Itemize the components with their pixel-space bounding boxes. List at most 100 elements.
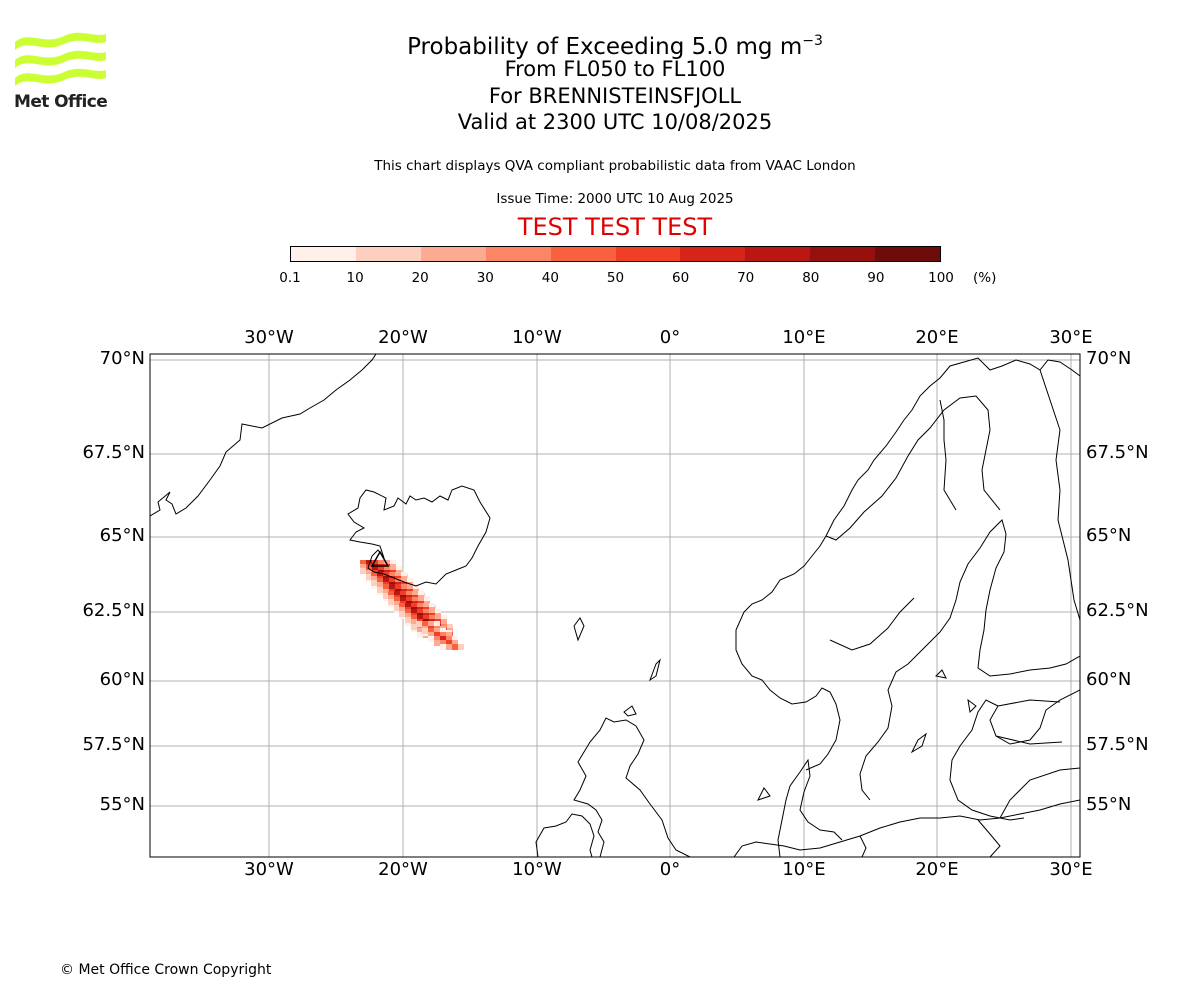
plume-cell [435,615,441,621]
plume-cell [411,603,417,609]
disclaimer-text: This chart displays QVA compliant probab… [374,158,856,174]
colorbar-tick-label: 30 [476,270,494,286]
plume-cell [406,597,412,603]
plume-cell [447,624,453,630]
colorbar-tick-label: 0.1 [279,270,301,286]
axis-tick-label: 10°E [782,859,826,880]
plume-cell [412,591,418,597]
axis-tick-label: 30°E [1049,859,1093,880]
colorbar-tick-label: 10 [346,270,364,286]
plume-cell [424,597,430,603]
plume-cell [366,560,372,566]
axis-tick-label: 60°N [1086,669,1132,690]
plume-cell [360,560,366,566]
colorbar-tick-label: 90 [867,270,885,286]
test-banner: TEST TEST TEST [517,213,713,241]
axis-tick-label: 55°N [99,794,145,815]
norway-sweden-border [825,395,1001,541]
plume-cell [371,576,377,582]
plume-cell [452,636,458,642]
colorbar-segment-8 [810,247,876,261]
plume-cell [395,578,401,584]
poland-russia-border [977,819,1001,857]
plume-cell [366,574,372,580]
plume-cell [378,566,384,572]
plume-cell [371,572,377,578]
plume-cell [388,595,394,601]
plume-cell [446,644,452,650]
plume-cell [417,603,423,609]
plume-cell [366,570,372,576]
scandinavia-coast [735,357,1080,631]
colorbar-tick-label: 40 [541,270,559,286]
axis-tick-label: 60°N [99,669,145,690]
axis-tick-label: 10°E [782,327,826,348]
copyright-text: © Met Office Crown Copyright [60,962,272,978]
axis-tick-label: 62.5°N [1086,600,1149,621]
axis-tick-label: 0° [659,327,681,348]
plume-cell [378,560,384,566]
chart-title-block: Probability of Exceeding 5.0 mg m−3 From… [290,26,940,136]
plume-cell [441,619,447,625]
plume-cell [458,644,464,650]
axis-tick-label: 67.5°N [1086,442,1149,463]
valid-time: Valid at 2300 UTC 10/08/2025 [457,110,773,134]
great-britain-coast [573,717,691,857]
axis-tick-label: 30°W [244,859,294,880]
plume-cell [452,644,458,650]
plume-cell [401,572,407,578]
plume-cell [401,578,407,584]
plume-cell [411,619,417,625]
colorbar-segment-6 [680,247,746,261]
axis-tick-label: 20°W [378,327,428,348]
colorbar-segment-5 [615,247,681,261]
central-europe-coast [733,799,1080,857]
colorbar-tick-label: 100 [928,270,954,286]
plume-cell [434,621,440,627]
plume-cell [423,615,429,621]
plume-cell [418,597,424,603]
plume-cell [434,636,440,642]
chart-title: Probability of Exceeding 5.0 mg m−3 [290,26,940,60]
axis-tick-label: 70°N [99,348,145,369]
colorbar-segment-0 [291,247,356,261]
plume-cell [377,572,383,578]
map-frame [149,353,1081,858]
issue-time: Issue Time: 2000 UTC 10 Aug 2025 [496,191,734,207]
axis-tick-label: 67.5°N [82,442,145,463]
plume-cell [383,593,389,599]
plume-cell [412,597,418,603]
axis-tick-label: 57.5°N [82,734,145,755]
country-borders [825,369,1080,857]
plume-cell [407,584,413,590]
plume-cell [422,628,428,634]
colorbar-segment-3 [485,247,551,261]
axis-tick-label: 20°E [915,327,959,348]
met-office-logo-text: Met Office [14,92,108,112]
plume-cell [411,615,417,621]
colorbar-tick-label: 20 [411,270,429,286]
axis-tick-label: 62.5°N [82,600,145,621]
plume-cell [372,560,378,566]
plume-cell [399,611,405,617]
axis-tick-label: 20°E [915,859,959,880]
finland-russia-border [1039,369,1080,621]
plume-cell [389,584,395,590]
plume-cell [360,564,366,570]
plume-cell [416,621,422,627]
plume-cell [440,640,446,646]
plume-cell [429,603,435,609]
map-gridlines [150,354,1080,857]
plume-cell [383,584,389,590]
plume-cell [396,566,402,572]
plume-cell [452,640,458,646]
met-office-logo-waves-icon [15,32,106,86]
plume-cell [400,591,406,597]
plume-cell [428,636,434,642]
plume-cell [446,636,452,642]
ireland-coast [535,813,595,857]
colorbar-tick-label: 70 [737,270,755,286]
plume-cell [428,621,434,627]
plume-cell [389,572,395,578]
plume-cell [405,603,411,609]
